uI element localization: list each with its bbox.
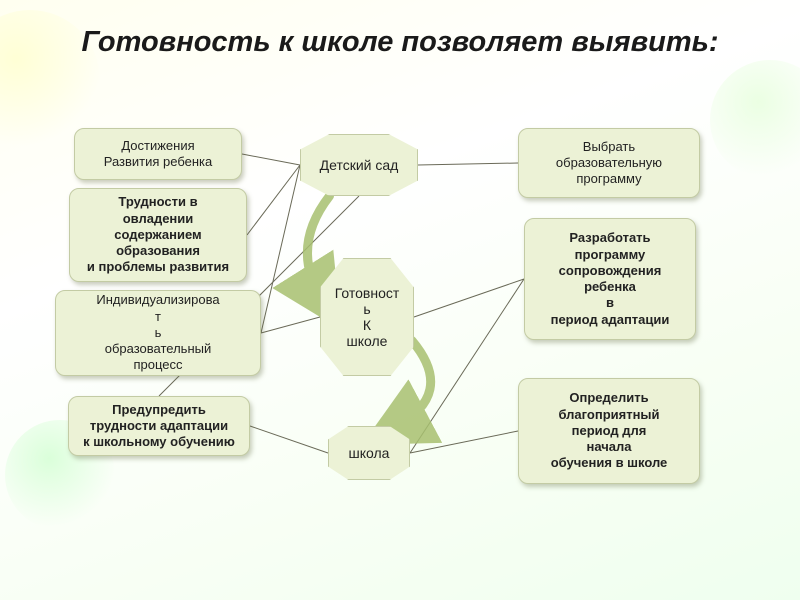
bg-decoration: [710, 60, 800, 180]
node-choose-program: Выбратьобразовательнуюпрограмму: [518, 128, 700, 198]
node-difficulties: Трудности вовладениисодержаниемобразован…: [69, 188, 247, 282]
node-determine-period: Определитьблагоприятныйпериод дляначалао…: [518, 378, 700, 484]
node-school: школа: [328, 426, 410, 480]
slide: Готовность к школе позволяет выявить: До…: [0, 0, 800, 600]
node-readiness: ГотовностьКшколе: [320, 258, 414, 376]
node-achievements: ДостиженияРазвития ребенка: [74, 128, 242, 180]
slide-title: Готовность к школе позволяет выявить:: [0, 26, 800, 59]
node-kindergarten: Детский сад: [300, 134, 418, 196]
node-prevent: Предупредитьтрудности адаптациик школьно…: [68, 396, 250, 456]
node-develop-program: Разработатьпрограммусопровожденияребенка…: [524, 218, 696, 340]
node-individualize: Индивидуализироватьобразовательныйпроцес…: [55, 290, 261, 376]
